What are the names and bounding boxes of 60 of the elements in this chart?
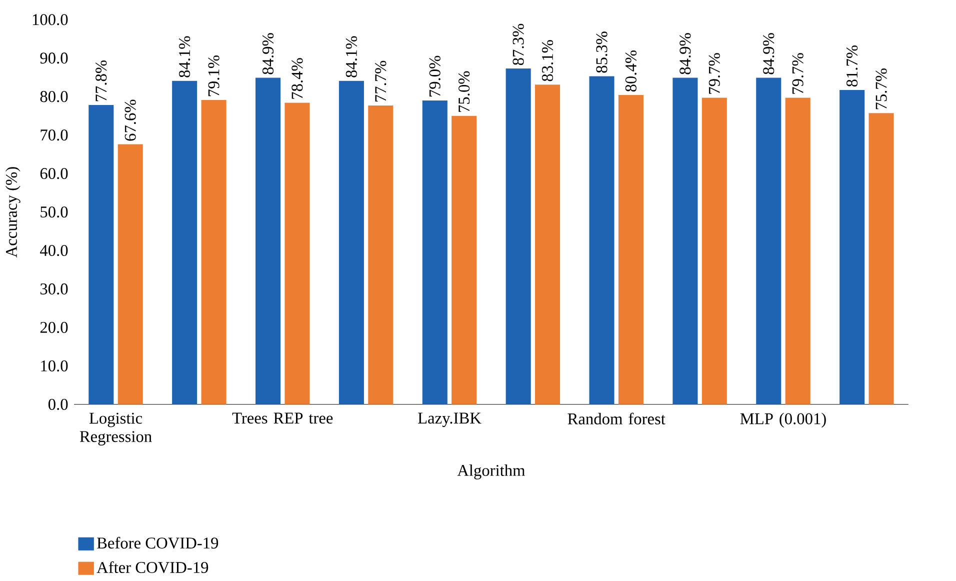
bar	[785, 98, 810, 405]
data-label: 77.7%	[375, 61, 386, 102]
bar	[840, 90, 865, 405]
data-label: 87.3%	[512, 24, 524, 66]
bar	[201, 100, 226, 405]
y-axis-title: Accuracy (%)	[5, 167, 20, 258]
data-label: 81.7%	[846, 46, 858, 87]
x-tick-label: Logistic Regression	[80, 412, 152, 446]
bar	[422, 100, 448, 405]
bar	[589, 76, 614, 405]
data-label: 78.4%	[292, 58, 303, 99]
x-axis-title: Algorithm	[457, 464, 526, 480]
x-tick-label: MLP (0.001)	[740, 412, 826, 428]
x-tick-label: Lazy.IBK	[418, 412, 482, 428]
y-tick-label: 40.0	[40, 245, 68, 256]
y-tick-label: 0.0	[48, 399, 68, 410]
y-tick-label: 10.0	[41, 360, 68, 372]
data-label: 79.7%	[708, 53, 720, 94]
bar	[618, 95, 644, 405]
bar	[452, 116, 477, 405]
bar	[284, 102, 310, 405]
data-label: 84.9%	[763, 33, 774, 74]
y-tick-label: 30.0	[40, 284, 68, 295]
data-label: 84.9%	[262, 33, 274, 74]
y-tick-label: 100.0	[32, 14, 68, 26]
bar	[506, 68, 531, 405]
y-tick-label: 60.0	[40, 168, 68, 180]
bar	[118, 144, 143, 405]
y-tick-label: 90.0	[40, 52, 68, 64]
y-tick-label: 20.0	[40, 322, 68, 334]
bar	[172, 81, 198, 405]
data-label: 75.0%	[458, 71, 470, 112]
data-label: 79.7%	[792, 53, 804, 94]
legend-label: After COVID-19	[96, 562, 208, 574]
data-label: 84.1%	[346, 36, 358, 78]
data-label: 79.1%	[208, 56, 220, 96]
y-tick-label: 80.0	[40, 91, 68, 102]
data-label: 83.1%	[542, 40, 554, 82]
data-label: 77.8%	[96, 60, 107, 102]
bar	[256, 78, 281, 405]
data-label: 84.1%	[179, 36, 190, 78]
data-label: 67.6%	[124, 100, 136, 141]
bar	[338, 81, 364, 405]
bar	[672, 78, 698, 405]
bar	[702, 98, 727, 405]
bar	[756, 78, 782, 405]
data-label: 80.4%	[625, 50, 637, 92]
bar	[368, 106, 394, 405]
data-label: 75.7%	[876, 68, 887, 110]
x-tick-label: Random forest	[568, 412, 666, 425]
data-label: 85.3%	[596, 32, 608, 73]
bar	[535, 84, 560, 405]
y-tick-label: 50.0	[40, 206, 68, 218]
bar	[88, 105, 114, 405]
data-label: 84.9%	[680, 33, 691, 74]
bar	[868, 113, 894, 405]
data-label: 79.0%	[429, 56, 440, 97]
x-tick-label: Trees REP tree	[232, 412, 333, 424]
legend-label: Before COVID-19	[97, 537, 218, 549]
y-tick-label: 70.0	[40, 130, 68, 141]
